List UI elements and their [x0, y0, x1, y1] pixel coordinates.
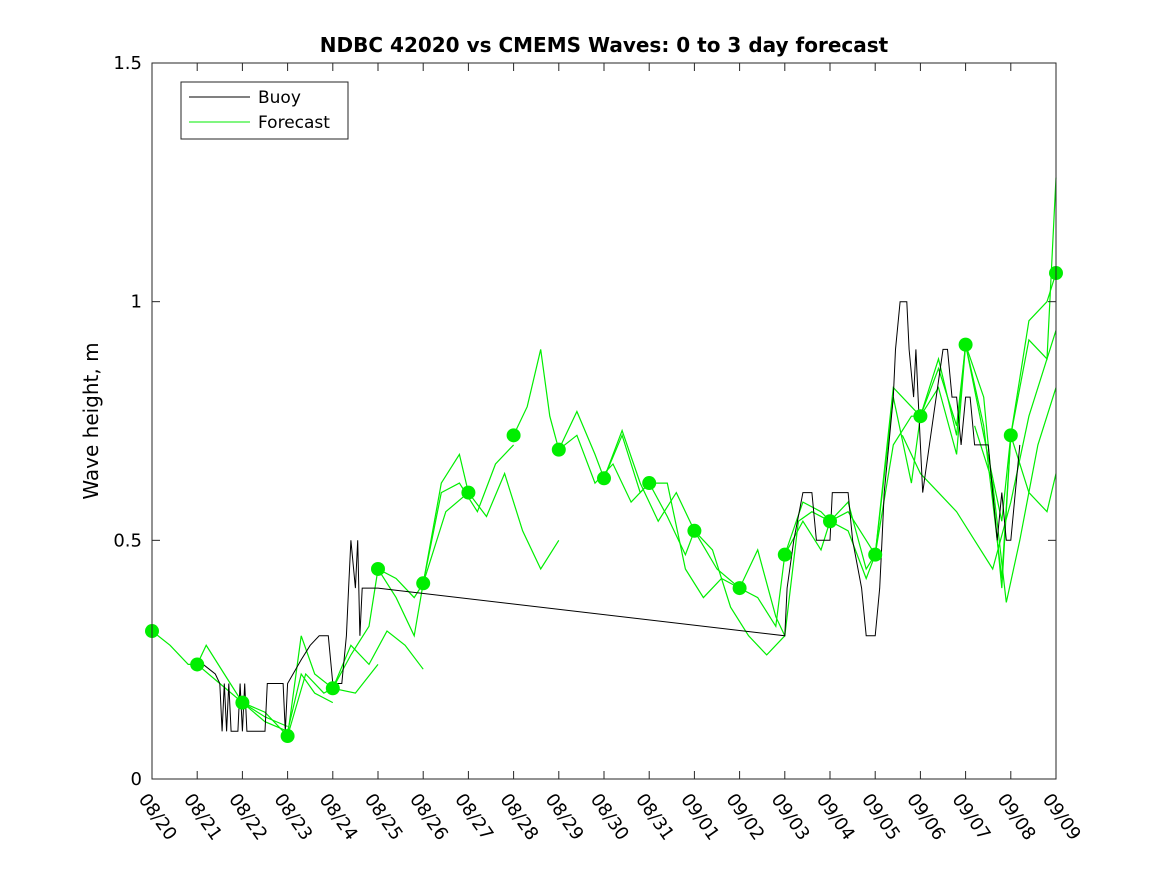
forecast-point [597, 471, 611, 486]
forecast-point [868, 547, 883, 562]
forecast-point [325, 681, 340, 696]
forecast-line [693, 510, 831, 656]
forecast-line [874, 344, 1012, 555]
legend-label-buoy: Buoy [258, 88, 301, 108]
forecast-point [732, 581, 747, 596]
forecast-line [603, 433, 740, 589]
forecast-line [196, 663, 334, 733]
buoy-line [196, 301, 1021, 732]
y-axis: 0 0.5 1 1.5 [113, 53, 1056, 790]
forecast-line [151, 630, 288, 728]
legend: Buoy Forecast [180, 81, 349, 140]
forecast-point [461, 485, 476, 500]
forecast-point [958, 337, 973, 352]
forecast-point [416, 576, 431, 591]
forecast-line [784, 386, 921, 571]
forecast-point [687, 523, 702, 538]
plot-area [152, 63, 1056, 779]
forecast-point [280, 729, 295, 744]
forecast-line [422, 452, 560, 584]
y-tick-label: 0 [131, 769, 142, 790]
forecast-point [913, 409, 928, 424]
forecast-point [823, 514, 837, 529]
forecast-line [739, 501, 876, 629]
forecast-point [551, 442, 566, 457]
forecast-line [919, 344, 1057, 579]
y-axis-label: Wave height, m [79, 342, 103, 499]
forecast-point [235, 695, 250, 710]
forecast-line [974, 387, 1057, 603]
y-tick-label: 1.5 [113, 53, 142, 74]
forecast-line [377, 444, 515, 599]
forecast-series-group [151, 177, 1057, 738]
forecast-line [901, 330, 1057, 571]
chart-title: NDBC 42020 vs CMEMS Waves: 0 to 3 day fo… [320, 33, 889, 57]
forecast-point [777, 547, 792, 562]
y-tick-label: 1 [131, 292, 142, 313]
legend-box [180, 81, 349, 140]
forecast-point [190, 657, 205, 672]
buoy-series-group [196, 301, 1021, 732]
forecast-point [1003, 428, 1018, 443]
forecast-line [513, 349, 650, 504]
legend-label-forecast: Forecast [258, 113, 330, 133]
forecast-point [642, 476, 657, 491]
y-tick-label: 0.5 [113, 530, 142, 551]
forecast-markers-group [145, 266, 1063, 744]
forecast-line [242, 635, 379, 738]
forecast-line [287, 630, 424, 737]
forecast-point [506, 428, 521, 443]
forecast-line [332, 492, 469, 689]
forecast-point [371, 561, 385, 576]
forecast-line [558, 410, 695, 532]
